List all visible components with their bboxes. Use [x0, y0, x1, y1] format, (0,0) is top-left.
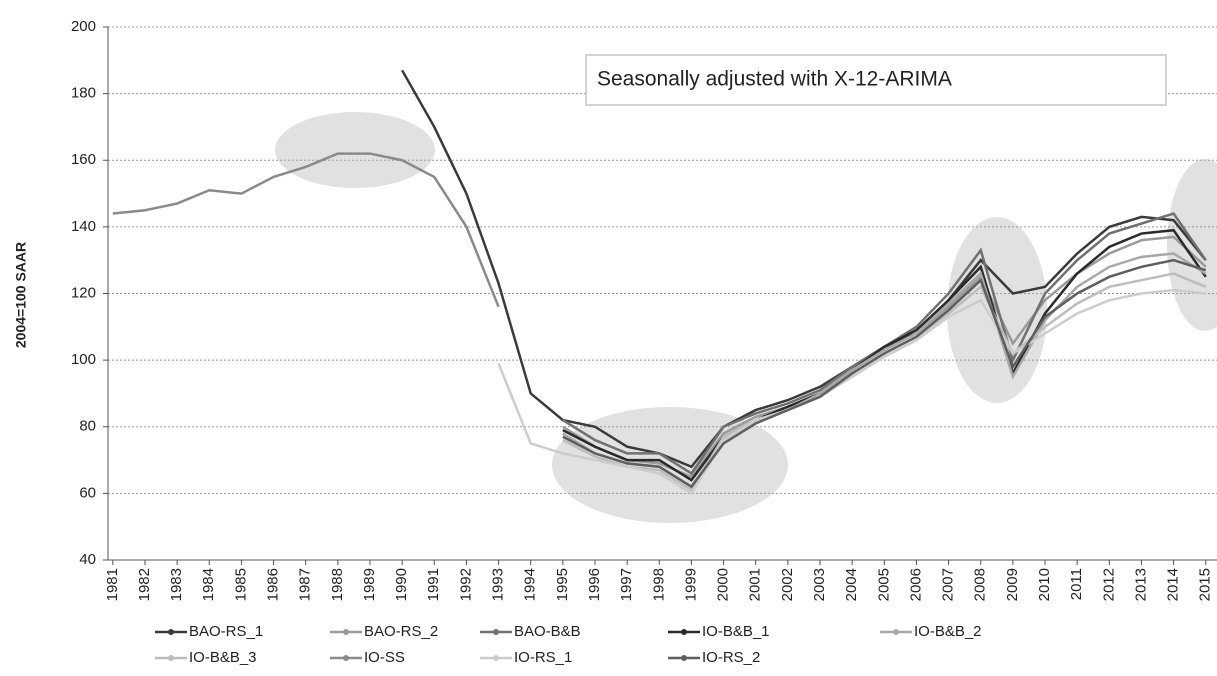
highlight-ellipses [275, 112, 1217, 523]
legend-marker [681, 629, 687, 635]
plot-area [108, 26, 1217, 496]
legend-marker [343, 655, 349, 661]
x-tick-label: 2015 [1197, 568, 1214, 601]
legend-label: IO-RS_2 [702, 649, 760, 666]
y-tick-label: 140 [71, 218, 96, 235]
x-tick-label: 1986 [265, 568, 282, 601]
x-tick-label: 2007 [940, 568, 957, 601]
highlight [275, 112, 435, 188]
x-tick-label: 2003 [811, 568, 828, 601]
x-tick-label: 2013 [1132, 568, 1149, 601]
series-line [112, 152, 500, 308]
legend-marker [893, 629, 899, 635]
x-tick-label: 2006 [907, 568, 924, 601]
x-tick-label: 1985 [232, 568, 249, 601]
series-line [562, 228, 1207, 482]
x-tick-label: 2010 [1036, 568, 1053, 601]
y-axis-label: 2004=100 SAAR [13, 242, 29, 348]
x-tick-label: 1992 [457, 568, 474, 601]
x-tick-label: 1997 [618, 568, 635, 601]
series-line [562, 258, 1207, 489]
y-tick-label: 80 [79, 418, 96, 435]
x-tick-label: 2004 [843, 568, 860, 601]
x-tick-label: 1993 [490, 568, 507, 601]
y-tick-label: 100 [71, 351, 96, 368]
y-tick-label: 200 [71, 18, 96, 35]
x-tick-label: 1996 [586, 568, 603, 601]
x-tick-label: 1982 [136, 568, 153, 601]
y-tick-label: 120 [71, 284, 96, 301]
legend-label: BAO-B&B [514, 623, 581, 640]
y-tick-label: 180 [71, 85, 96, 102]
x-tick-label: 1994 [522, 568, 539, 601]
x-tick-label: 1987 [297, 568, 314, 601]
x-tick-label: 1995 [554, 568, 571, 601]
x-tick-label: 1990 [393, 568, 410, 601]
x-tick-label: 2014 [1165, 568, 1182, 601]
x-tick-label: 1988 [329, 568, 346, 601]
x-tick-label: 2001 [747, 568, 764, 601]
x-tick-label: 2012 [1100, 568, 1117, 601]
x-tick-label: 1989 [361, 568, 378, 601]
legend-label: IO-SS [364, 649, 405, 666]
legend-label: IO-B&B_2 [914, 623, 982, 640]
x-tick-label: 1999 [682, 568, 699, 601]
legend-label: IO-B&B_3 [189, 649, 257, 666]
x-tick-label: 1984 [200, 568, 217, 601]
x-tick-label: 1998 [650, 568, 667, 601]
legend-label: IO-RS_1 [514, 649, 572, 666]
y-tick-label: 160 [71, 151, 96, 168]
x-tick-label: 2000 [715, 568, 732, 601]
x-tick-label: 1983 [168, 568, 185, 601]
legend-label: BAO-RS_2 [364, 623, 438, 640]
legend-marker [681, 655, 687, 661]
annotation: Seasonally adjusted with X-12-ARIMA [597, 68, 952, 91]
series-line [497, 288, 1206, 496]
legend-marker [343, 629, 349, 635]
x-tick-label: 2009 [1004, 568, 1021, 601]
legend-label: BAO-RS_1 [189, 623, 263, 640]
legend-marker [493, 655, 499, 661]
x-tick-label: 2005 [875, 568, 892, 601]
legend-marker [168, 655, 174, 661]
x-tick-label: 2011 [1068, 568, 1085, 600]
y-tick-label: 40 [79, 551, 96, 568]
x-tick-label: 1981 [104, 568, 121, 601]
legend-marker [493, 629, 499, 635]
x-tick-label: 2002 [779, 568, 796, 601]
annotation-box [585, 54, 1167, 106]
legend-marker [168, 629, 174, 635]
y-tick-label: 60 [79, 484, 96, 501]
x-tick-label: 1991 [425, 568, 442, 601]
legend-label: IO-B&B_1 [702, 623, 770, 640]
series-line [401, 69, 1207, 469]
x-tick-label: 2008 [972, 568, 989, 601]
